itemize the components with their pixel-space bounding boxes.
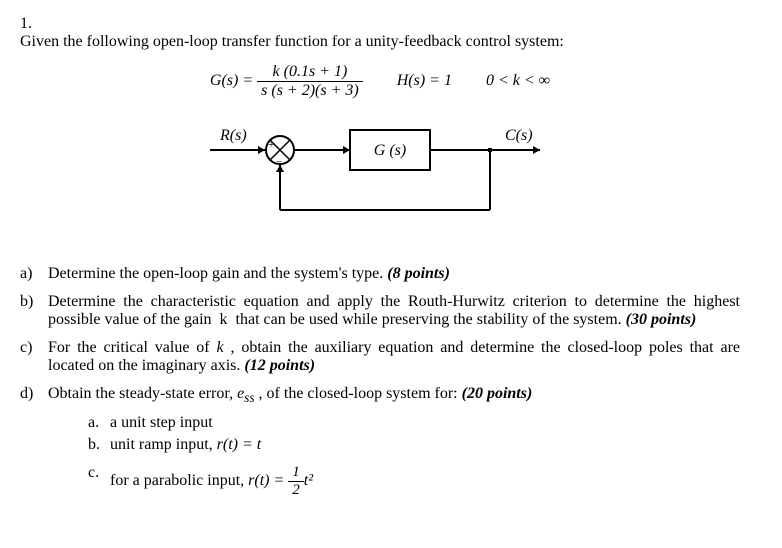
- part-c: c) For the critical value of k , obtain …: [20, 339, 740, 375]
- numerator: k (0.1s + 1): [257, 63, 363, 82]
- frac-num: 1: [288, 464, 304, 482]
- subitem-c: c. for a parabolic input, r(t) = 1 2 t²: [88, 464, 740, 499]
- part-d-label: d): [20, 385, 33, 403]
- k-variable: k: [216, 339, 223, 356]
- H-label: H(s) = 1: [397, 72, 452, 89]
- subitem-c-rhs: t²: [304, 472, 313, 489]
- part-c-points: (12 points): [244, 357, 315, 374]
- transfer-function-equation: G(s) = k (0.1s + 1) s (s + 2)(s + 3) H(s…: [20, 63, 740, 100]
- k-range: 0 < k < ∞: [486, 72, 550, 89]
- part-b-label: b): [20, 293, 33, 311]
- part-a-label: a): [20, 265, 32, 283]
- part-d-text-after: , of the closed-loop system for:: [255, 385, 458, 402]
- part-c-label: c): [20, 339, 32, 357]
- subitem-b-text: unit ramp input,: [110, 436, 217, 453]
- frac-den: 2: [288, 482, 304, 499]
- part-d: d) Obtain the steady-state error, ess , …: [20, 385, 740, 499]
- part-a-text: Determine the open-loop gain and the sys…: [48, 265, 383, 282]
- ess-sub: ss: [244, 390, 254, 405]
- part-c-text-before: For the critical value of: [48, 339, 216, 356]
- question-number: 1.: [20, 15, 40, 33]
- R-label: R(s): [219, 127, 247, 144]
- subitem-c-label: c.: [88, 464, 99, 482]
- parts-list: a) Determine the open-loop gain and the …: [20, 265, 740, 499]
- svg-text:+: +: [268, 139, 274, 151]
- subitem-b-eq: r(t) = t: [217, 436, 262, 453]
- subitem-b-label: b.: [88, 436, 100, 454]
- subitem-c-text: for a parabolic input,: [110, 472, 248, 489]
- subitem-b: b. unit ramp input, r(t) = t: [88, 436, 740, 454]
- subitem-a: a. a unit step input: [88, 414, 740, 432]
- part-a: a) Determine the open-loop gain and the …: [20, 265, 740, 283]
- subitem-a-label: a.: [88, 414, 99, 432]
- subitem-c-lhs: r(t) =: [248, 472, 284, 489]
- subitems-list: a. a unit step input b. unit ramp input,…: [88, 414, 740, 499]
- part-b-points: (30 points): [626, 311, 697, 328]
- subitem-a-text: a unit step input: [110, 414, 213, 431]
- part-b: b) Determine the characteristic equation…: [20, 293, 740, 329]
- C-label: C(s): [505, 127, 533, 144]
- part-d-points: (20 points): [462, 385, 533, 402]
- G-block-label: G (s): [374, 142, 406, 159]
- question-intro: Given the following open-loop transfer f…: [20, 33, 740, 51]
- denominator: s (s + 2)(s + 3): [257, 82, 363, 100]
- G-label: G(s) =: [210, 72, 253, 89]
- part-a-points: (8 points): [387, 265, 450, 282]
- part-d-text-before: Obtain the steady-state error,: [48, 385, 237, 402]
- block-diagram: R(s) + − G (s) C(s): [20, 115, 740, 240]
